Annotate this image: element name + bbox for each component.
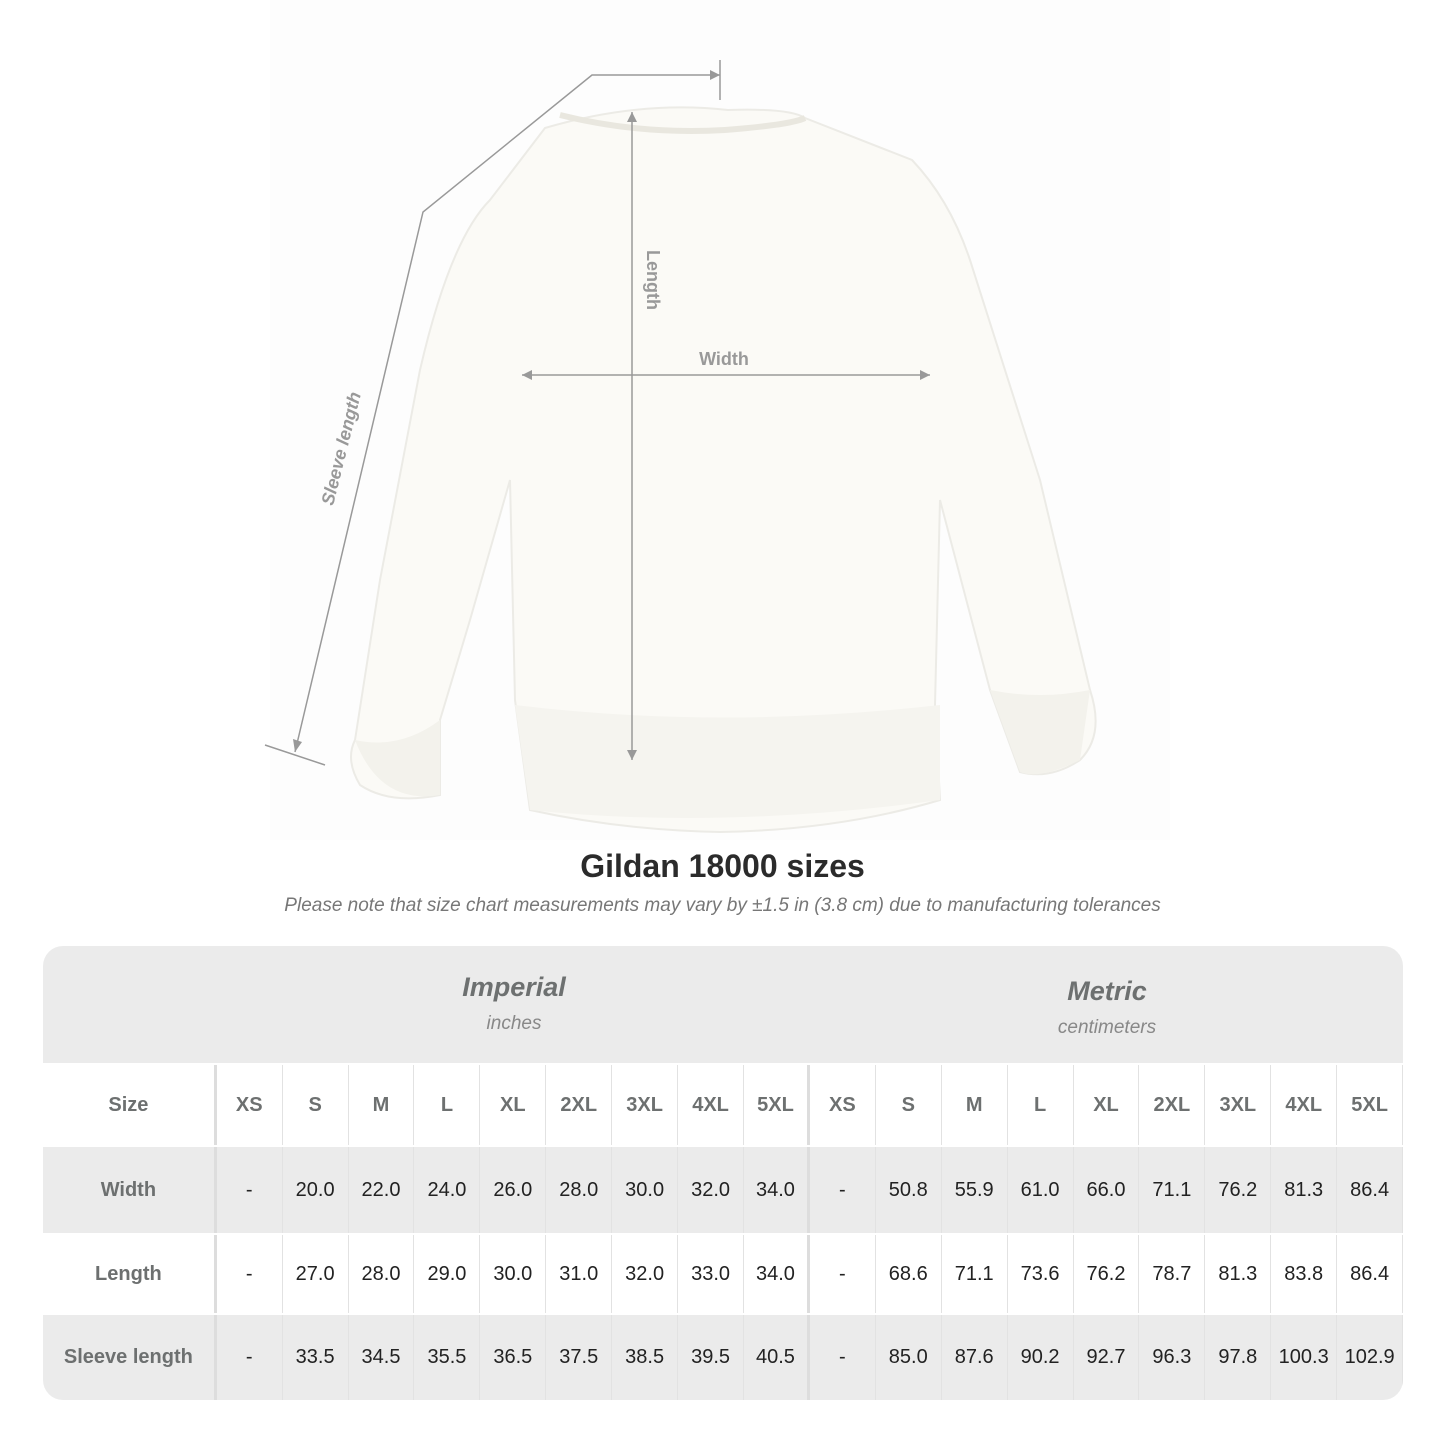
imperial-title: Imperial <box>462 972 566 1002</box>
table-cell: 35.5 <box>414 1315 481 1400</box>
table-cell: 92.7 <box>1074 1315 1140 1400</box>
table-cell: 96.3 <box>1139 1315 1206 1400</box>
table-cell: 33.5 <box>283 1315 349 1400</box>
size-header-cell: 3XL <box>1205 1065 1272 1145</box>
row-label: Width <box>43 1147 217 1233</box>
size-header-cell: 2XL <box>546 1065 613 1145</box>
table-cell: 71.1 <box>1139 1147 1206 1233</box>
table-cell: - <box>217 1235 283 1313</box>
table-cell: 40.5 <box>744 1315 810 1400</box>
size-header-row: Size XS S M L XL 2XL 3XL 4XL 5XL XS S M L XL 2XL 3XL 4XL 5… <box>43 1065 1403 1145</box>
size-header-cell: XL <box>1074 1065 1140 1145</box>
chart-title: Gildan 18000 sizes <box>580 848 865 884</box>
table-cell: 66.0 <box>1074 1147 1140 1233</box>
table-cell: - <box>217 1315 283 1400</box>
imperial-group: Imperial inches <box>217 972 811 1035</box>
table-cell: 38.5 <box>612 1315 679 1400</box>
size-header-cell: 3XL <box>612 1065 679 1145</box>
table-cell: 76.2 <box>1074 1235 1140 1313</box>
size-header-cell: S <box>283 1065 349 1145</box>
tolerance-note: Please note that size chart measurements… <box>284 895 1161 916</box>
table-row: Length -27.0 28.0 29.0 30.0 31.0 32.0 33.0 34.0-… <box>43 1235 1403 1313</box>
size-header-cell: S <box>876 1065 942 1145</box>
table-cell: - <box>810 1147 876 1233</box>
size-header-cell: L <box>414 1065 481 1145</box>
table-cell: 55.9 <box>942 1147 1008 1233</box>
table-cell: 32.0 <box>678 1147 744 1233</box>
size-header-cell: 5XL <box>744 1065 810 1145</box>
size-header-cell: 4XL <box>678 1065 744 1145</box>
metric-unit: centimeters <box>1057 1017 1157 1038</box>
table-row: Width -20.0 22.0 24.0 26.0 28.0 30.0 32.0 34.0-5… <box>43 1147 1403 1233</box>
sweatshirt-diagram: Length Width Sleeve length <box>264 60 1097 834</box>
table-cell: 86.4 <box>1337 1235 1403 1313</box>
table-cell: 22.0 <box>349 1147 415 1233</box>
table-cell: 97.8 <box>1205 1315 1272 1400</box>
table-cell: 32.0 <box>612 1235 679 1313</box>
table-cell: 81.3 <box>1205 1235 1272 1313</box>
table-cell: 24.0 <box>414 1147 481 1233</box>
table-cell: 34.0 <box>744 1235 810 1313</box>
table-cell: 36.5 <box>480 1315 547 1400</box>
table-cell: 39.5 <box>678 1315 744 1400</box>
row-label: Size <box>43 1065 217 1145</box>
table-cell: 34.0 <box>744 1147 810 1233</box>
table-cell: 30.0 <box>612 1147 679 1233</box>
table-cell: 33.0 <box>678 1235 744 1313</box>
table-cell: 87.6 <box>942 1315 1008 1400</box>
measurement-lines <box>264 60 930 766</box>
size-table: Imperial inches Metric centimeters Size X… <box>43 946 1403 1400</box>
table-cell: 71.1 <box>942 1235 1008 1313</box>
table-cell: 78.7 <box>1139 1235 1206 1313</box>
table-cell: 29.0 <box>414 1235 481 1313</box>
table-cell: - <box>810 1315 876 1400</box>
table-cell: 27.0 <box>283 1235 349 1313</box>
table-cell: - <box>810 1235 876 1313</box>
width-label: Width <box>699 349 749 369</box>
unit-header: Imperial inches Metric centimeters <box>43 946 1403 1063</box>
table-cell: - <box>217 1147 283 1233</box>
size-header-cell: XS <box>810 1065 876 1145</box>
table-cell: 37.5 <box>546 1315 613 1400</box>
size-header-cell: 2XL <box>1139 1065 1206 1145</box>
table-cell: 20.0 <box>283 1147 349 1233</box>
metric-group: Metric centimeters <box>811 976 1403 1039</box>
size-header-cell: XS <box>217 1065 283 1145</box>
table-cell: 31.0 <box>546 1235 613 1313</box>
length-label: Length <box>643 250 663 310</box>
table-cell: 50.8 <box>876 1147 942 1233</box>
table-row: Sleeve length -33.5 34.5 35.5 36.5 37.5 38.5 39… <box>43 1315 1403 1400</box>
table-cell: 68.6 <box>876 1235 942 1313</box>
table-cell: 61.0 <box>1008 1147 1074 1233</box>
table-cell: 28.0 <box>546 1147 613 1233</box>
size-header-cell: 4XL <box>1271 1065 1338 1145</box>
table-cell: 85.0 <box>876 1315 942 1400</box>
size-header-cell: 5XL <box>1337 1065 1403 1145</box>
metric-title: Metric <box>1067 976 1147 1006</box>
sweatshirt-image <box>350 106 1097 834</box>
row-label: Sleeve length <box>43 1315 217 1400</box>
table-cell: 83.8 <box>1271 1235 1338 1313</box>
table-cell: 102.9 <box>1337 1315 1403 1400</box>
arrow-heads <box>293 70 930 760</box>
size-header-cell: XL <box>480 1065 547 1145</box>
table-cell: 73.6 <box>1008 1235 1074 1313</box>
table-cell: 30.0 <box>480 1235 547 1313</box>
table-cell: 86.4 <box>1337 1147 1403 1233</box>
table-cell: 76.2 <box>1205 1147 1272 1233</box>
table-cell: 81.3 <box>1271 1147 1338 1233</box>
table-cell: 90.2 <box>1008 1315 1074 1400</box>
size-header-cell: L <box>1008 1065 1074 1145</box>
size-header-cell: M <box>349 1065 415 1145</box>
table-cell: 34.5 <box>349 1315 415 1400</box>
size-header-cell: M <box>942 1065 1008 1145</box>
row-label: Length <box>43 1235 217 1313</box>
table-cell: 100.3 <box>1271 1315 1338 1400</box>
imperial-unit: inches <box>486 1013 542 1034</box>
table-cell: 28.0 <box>349 1235 415 1313</box>
table-cell: 26.0 <box>480 1147 547 1233</box>
